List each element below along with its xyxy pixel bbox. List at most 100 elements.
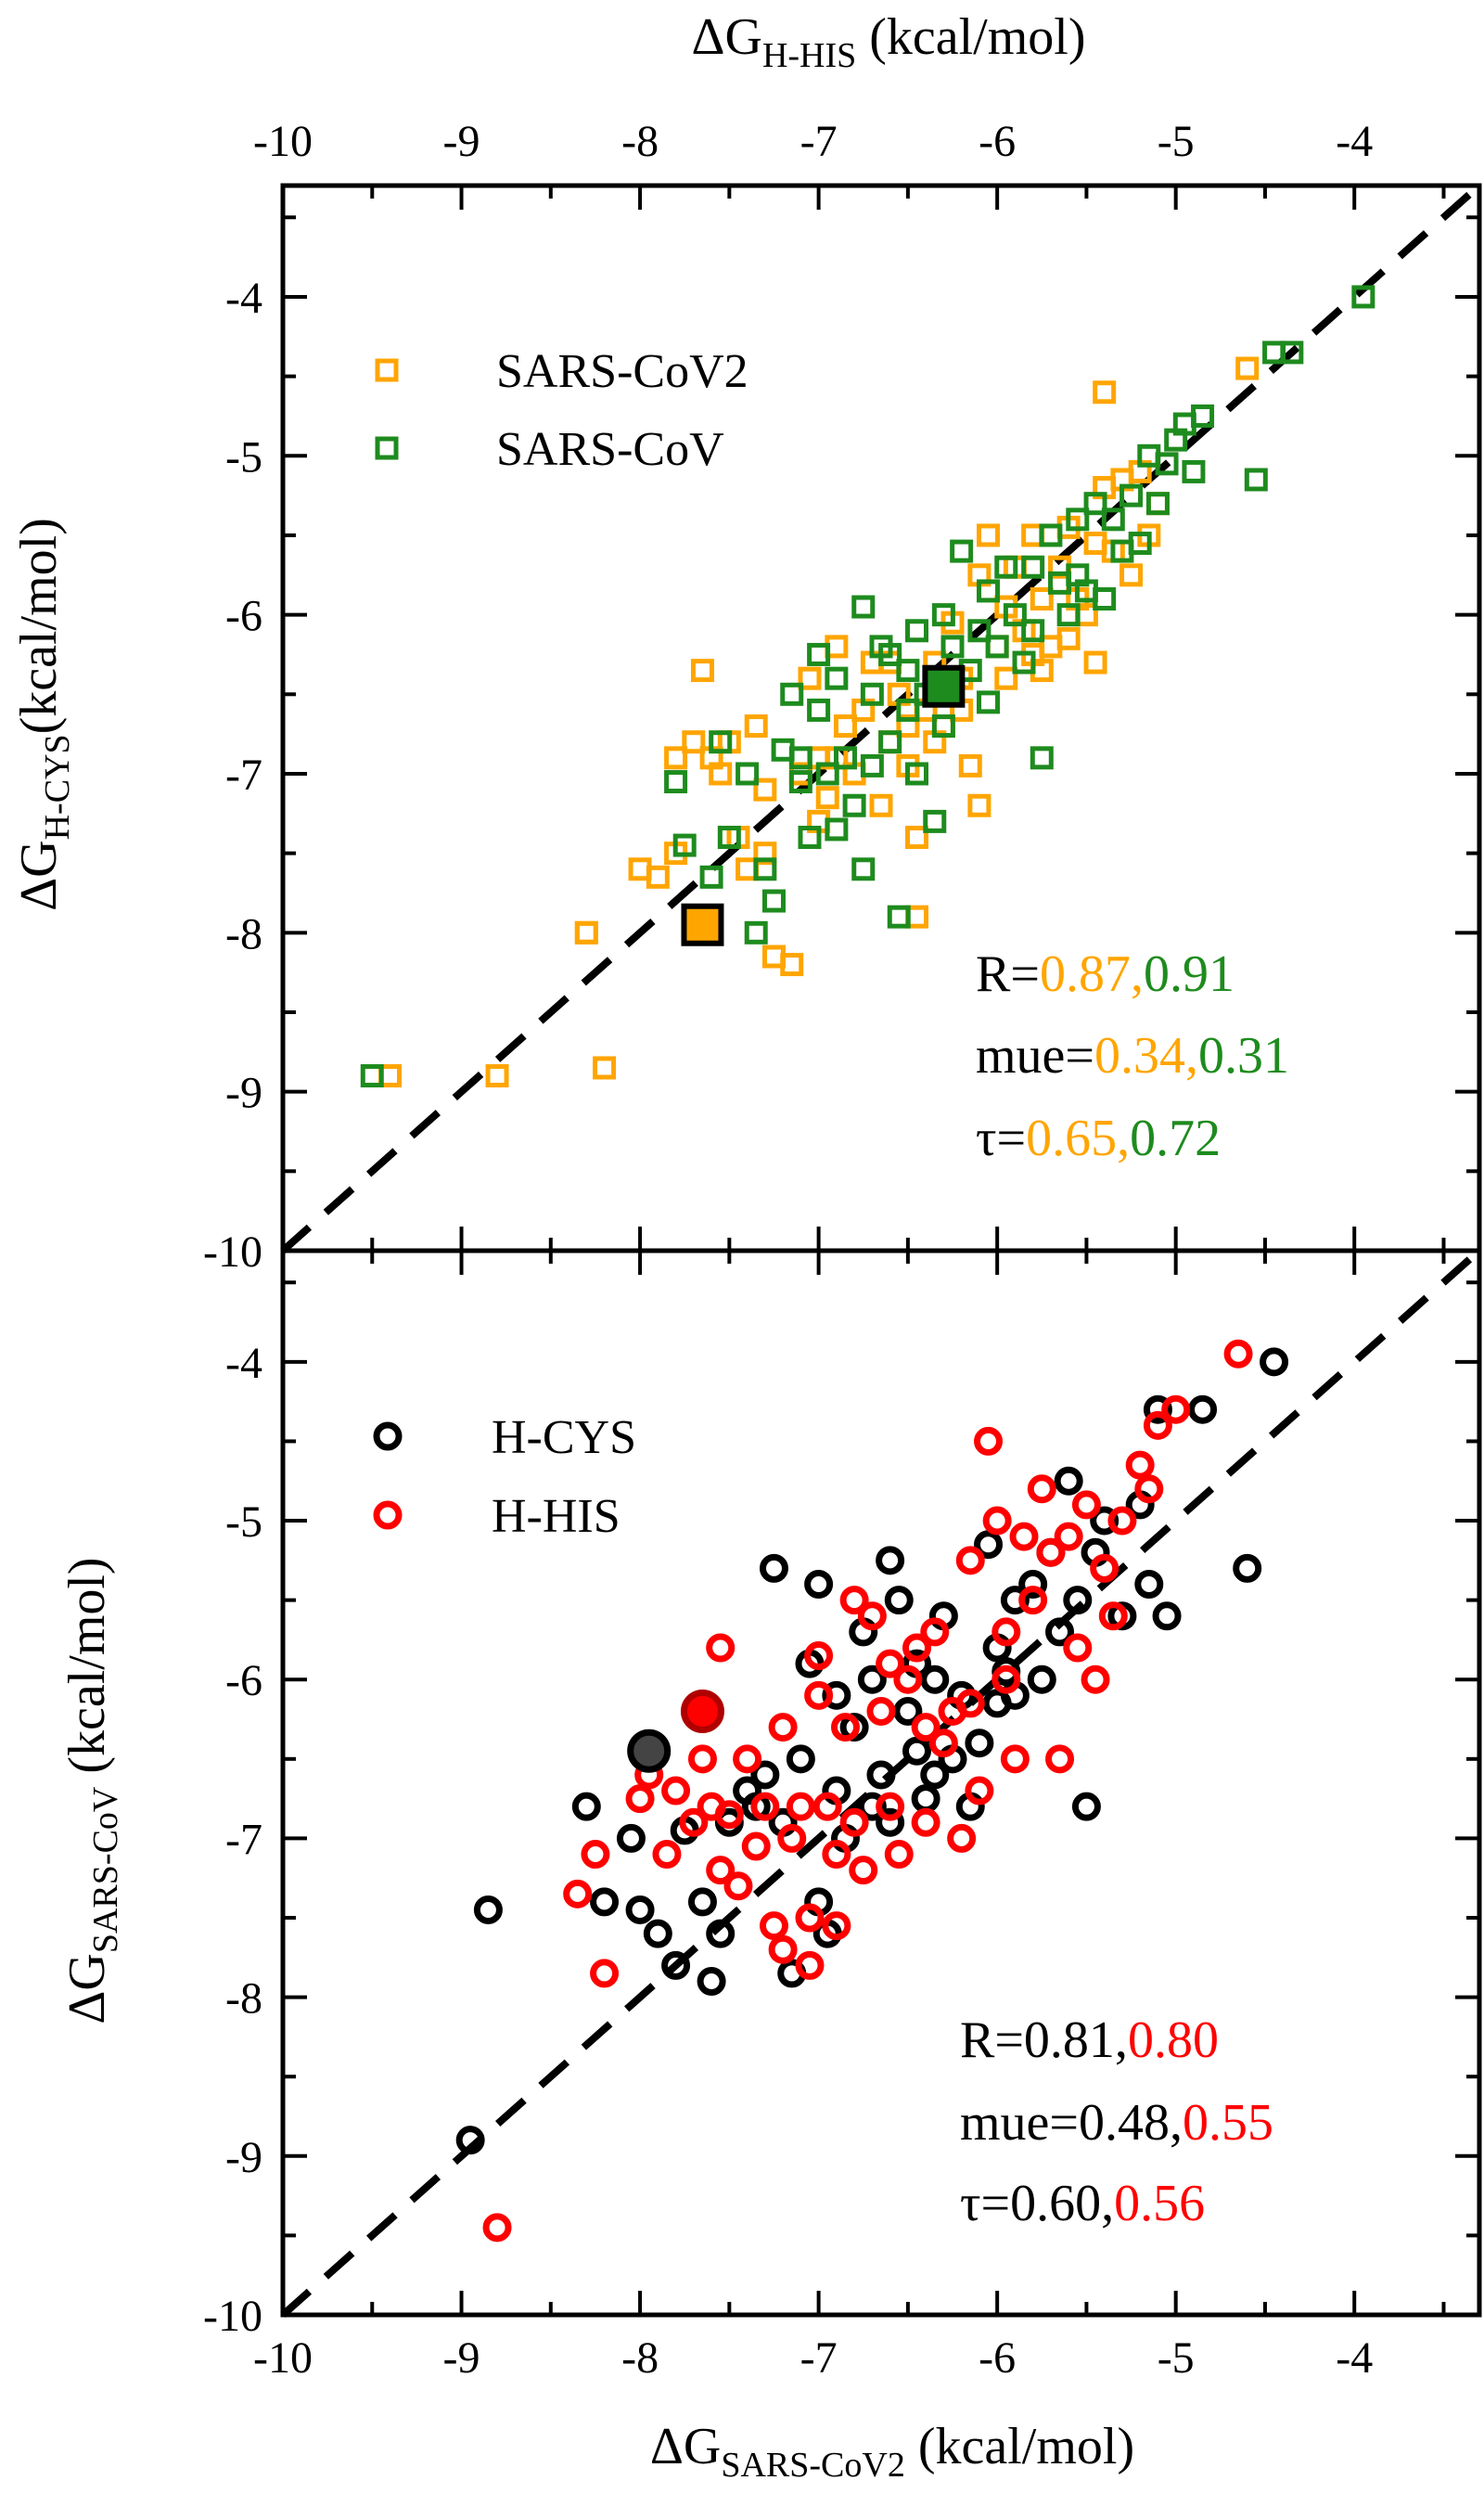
data-point: [851, 857, 876, 881]
data-point: [866, 1760, 896, 1790]
data-point: [744, 920, 768, 945]
data-point: [911, 1713, 940, 1742]
x-tick-label: -6: [979, 2333, 1016, 2383]
data-point: [857, 1601, 887, 1631]
data-point: [687, 1744, 717, 1774]
x-tick-label: -6: [979, 117, 1016, 166]
y-tick-label: -6: [225, 1656, 262, 1705]
data-point: [1083, 532, 1107, 556]
data-point: [974, 1426, 1004, 1456]
data-point: [788, 770, 812, 794]
data-point: [788, 746, 812, 770]
data-point: [815, 762, 839, 786]
data-point: [1039, 523, 1063, 547]
data-point: [878, 730, 902, 754]
data-point: [1244, 468, 1268, 492]
data-point: [687, 1887, 717, 1917]
data-point: [804, 1680, 834, 1710]
y-tick-label: -4: [225, 274, 262, 323]
data-point: [706, 1856, 736, 1885]
data-point: [1143, 1410, 1172, 1440]
top-stats: R=0.87,0.91 mue=0.34,0.31 τ=0.65,0.72: [976, 945, 1289, 1167]
bottom-stat-tau: τ=0.60,0.56: [960, 2175, 1205, 2232]
data-point: [991, 1617, 1021, 1647]
y-tick-label: -7: [225, 1815, 262, 1864]
data-point: [1155, 452, 1179, 476]
data-point: [812, 1792, 842, 1821]
data-point: [911, 1807, 940, 1837]
data-point: [1152, 1601, 1182, 1631]
bottom-xlabel: ΔGSARS-CoV2 (kcal/mol): [650, 2418, 1134, 2485]
data-point: [1045, 1744, 1075, 1774]
data-point: [815, 786, 839, 810]
y-tick-label: -9: [225, 1069, 262, 1118]
x-tick-label: -10: [253, 117, 313, 166]
y-tick-label: -5: [225, 432, 262, 482]
x-tick-label: -10: [253, 2333, 313, 2383]
data-point: [1056, 603, 1081, 627]
data-point: [839, 1807, 869, 1837]
bottom-plot-frame: [280, 1248, 1482, 2318]
bottom-legend-label-2: H-HIS: [492, 1490, 620, 1543]
x-tick-label: -9: [443, 2333, 480, 2383]
data-point: [849, 1856, 878, 1885]
top-legend-label-1: SARS-CoV2: [496, 345, 748, 398]
data-point: [931, 714, 955, 739]
data-point: [955, 1689, 985, 1718]
data-point: [473, 1895, 503, 1924]
data-point: [994, 555, 1018, 579]
x-tick-label: -8: [621, 117, 659, 166]
data-point: [1027, 1474, 1056, 1504]
data-point: [807, 642, 831, 666]
data-point: [1280, 341, 1304, 365]
x-tick-label: -9: [443, 117, 480, 166]
top-legend-marker-2: [375, 436, 399, 460]
top-ylabel: ΔGH-CYS(kcal/mol): [10, 518, 77, 911]
data-point: [661, 1776, 691, 1806]
data-point: [795, 1903, 825, 1933]
data-point: [786, 1744, 815, 1774]
data-point: [593, 1056, 617, 1080]
y-tick-label: -10: [203, 1227, 262, 1277]
data-point: [860, 753, 884, 778]
data-point: [682, 730, 706, 754]
bottom-stat-r: R=0.81,0.80: [960, 2011, 1219, 2069]
top-stat-mue: mue=0.34,0.31: [976, 1027, 1289, 1085]
bottom-stat-mue: mue=0.48,0.55: [960, 2094, 1273, 2152]
data-point: [1188, 1394, 1218, 1424]
data-point: [780, 682, 804, 706]
top-legend-label-2: SARS-CoV: [496, 423, 724, 476]
data-point: [1260, 1347, 1289, 1377]
data-point: [985, 635, 1009, 659]
data-point: [1119, 563, 1144, 587]
data-point: [923, 809, 947, 833]
data-point: [736, 762, 760, 786]
bottom-legend-marker-1: [373, 1421, 403, 1451]
data-point: [679, 1807, 709, 1837]
x-tick-label: -7: [800, 117, 838, 166]
y-tick-label: -8: [225, 1974, 262, 2024]
top-panel: -10 -9 -8 -7 -6 -5 -4 -10 -9 -8 -7 -6 -5 -4 ΔGH-HIS …: [10, 8, 1482, 1277]
data-point: [643, 1919, 672, 1948]
y-tick-label: -4: [225, 1339, 262, 1388]
highlight-point: [627, 1728, 672, 1773]
data-point: [1003, 603, 1027, 627]
data-point: [876, 1649, 905, 1678]
data-point: [1018, 1570, 1048, 1600]
data-point: [482, 2213, 512, 2243]
data-point: [1036, 1537, 1066, 1567]
data-point: [1134, 1474, 1164, 1504]
data-point: [1101, 508, 1125, 532]
data-point: [931, 603, 955, 627]
data-point: [798, 666, 822, 690]
bottom-panel: -10 -9 -8 -7 -6 -5 -4 -10 -9 -8 -7 -6 -5 -4 ΔGSARS-C…: [58, 1248, 1482, 2485]
data-point: [940, 635, 965, 659]
data-point: [664, 746, 688, 770]
data-point: [1009, 1522, 1039, 1551]
data-point: [977, 690, 1001, 714]
y-tick-label: -5: [225, 1497, 262, 1547]
data-point: [825, 817, 849, 842]
data-point: [798, 826, 822, 850]
data-point: [1021, 555, 1045, 579]
y-tick-label: -6: [225, 592, 262, 641]
